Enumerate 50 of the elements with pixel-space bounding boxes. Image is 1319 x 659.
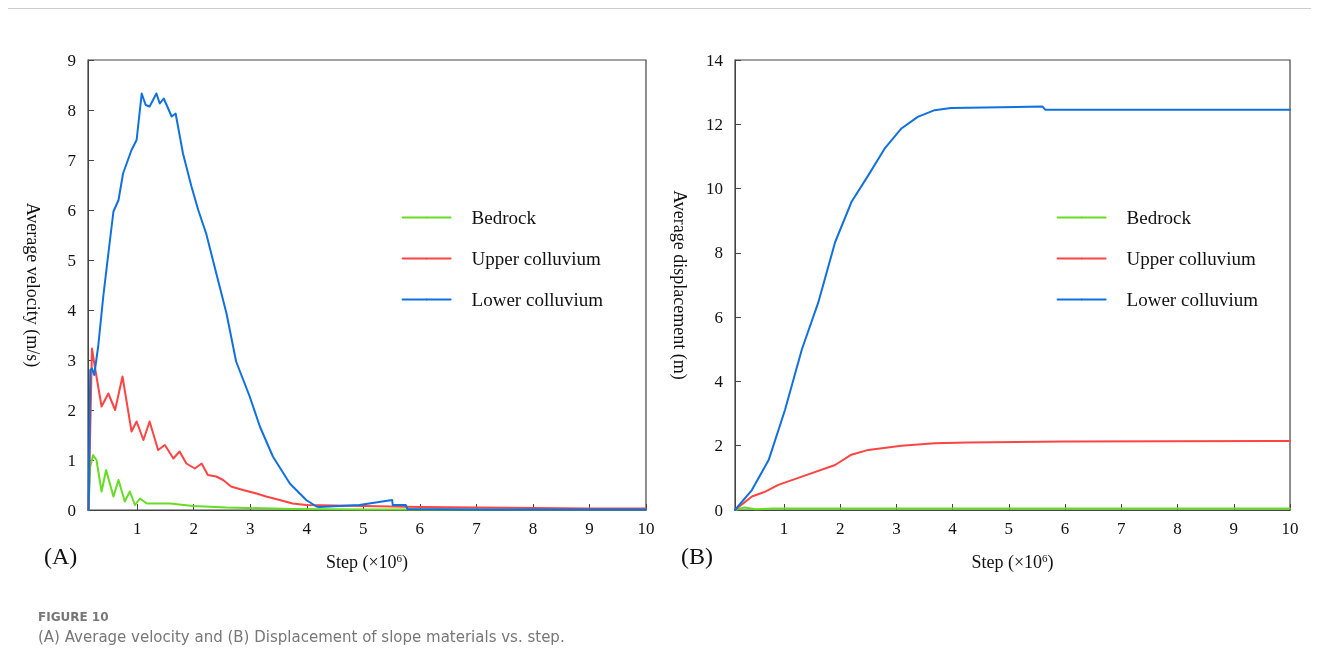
legend-label: Lower colluvium [471,289,604,310]
x-tick-label: 5 [359,519,368,538]
y-tick-label: 10 [706,179,723,199]
y-tick-label: 6 [714,307,723,327]
legend-label: Bedrock [1126,207,1192,228]
x-tick-label: 1 [779,519,789,538]
y-tick-label: 14 [706,50,724,70]
y-tick-label: 2 [714,436,723,456]
y-axis-title: Average velocity (m/s) [22,202,43,368]
y-tick-label: 3 [67,350,76,370]
legend-label: Upper colluvium [1126,248,1257,269]
x-tick-label: 6 [1060,519,1070,538]
y-tick-label: 4 [714,371,724,391]
y-tick-label: 2 [67,400,76,420]
x-tick-label: 6 [415,519,425,538]
y-tick-label: 1 [67,450,76,470]
caption: FIGURE 10 [38,609,110,626]
y-tick-label: 4 [67,300,77,320]
x-tick-label: 7 [1117,519,1127,538]
x-tick-label: 3 [246,519,255,538]
y-tick-label: 9 [67,50,76,70]
text: (A) Average velocity and (B) Displacement of slope materials vs. step. [38,627,565,648]
x-tick-label: 1 [132,519,142,538]
legend-label: Lower colluvium [1126,289,1259,310]
x-tick-label: 8 [528,519,538,538]
x-tick-label: 10 [1281,519,1299,538]
x-tick-label: 7 [472,519,482,538]
y-tick-label: 12 [706,114,723,134]
x-tick-label: 5 [1004,519,1014,538]
y-axis-title: Average displacement (m) [669,190,690,380]
y-tick-label: 5 [67,250,76,270]
text: (A) [44,543,78,570]
x-tick-label: 4 [302,519,312,538]
x-tick-label: 3 [892,519,901,538]
x-tick-label: 2 [189,519,198,538]
legend-label: Upper colluvium [471,248,602,269]
x-tick-label: 9 [1229,519,1239,538]
legend-label: Bedrock [471,207,537,228]
y-tick-label: 0 [714,500,723,520]
y-tick-label: 6 [67,200,76,220]
text: (B) [681,543,713,570]
x-tick-label: 4 [948,519,958,538]
y-tick-label: 8 [67,100,76,120]
x-tick-label: 8 [1173,519,1182,538]
y-tick-label: 7 [67,150,77,170]
x-tick-label: 10 [637,519,655,538]
y-tick-label: 0 [67,500,76,520]
x-tick-label: 2 [835,519,845,538]
y-tick-label: 8 [714,243,723,263]
x-tick-label: 9 [585,519,594,538]
